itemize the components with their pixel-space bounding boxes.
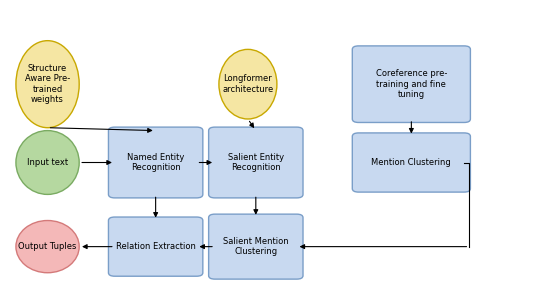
FancyBboxPatch shape (109, 127, 203, 198)
Ellipse shape (16, 41, 79, 128)
FancyBboxPatch shape (109, 217, 203, 276)
FancyBboxPatch shape (352, 133, 470, 192)
Ellipse shape (16, 221, 79, 273)
Ellipse shape (16, 131, 79, 194)
Text: Output Tuples: Output Tuples (18, 242, 77, 251)
FancyBboxPatch shape (209, 127, 303, 198)
Text: Named Entity
Recognition: Named Entity Recognition (127, 153, 185, 172)
FancyBboxPatch shape (352, 46, 470, 123)
Ellipse shape (219, 49, 277, 119)
Text: Longformer
architecture: Longformer architecture (222, 75, 273, 94)
Text: Salient Mention
Clustering: Salient Mention Clustering (223, 237, 288, 256)
Text: Input text: Input text (27, 158, 68, 167)
Text: Salient Entity
Recognition: Salient Entity Recognition (228, 153, 284, 172)
Text: Mention Clustering: Mention Clustering (371, 158, 451, 167)
Text: Relation Extraction: Relation Extraction (116, 242, 196, 251)
FancyBboxPatch shape (209, 214, 303, 279)
Text: Structure
Aware Pre-
trained
weights: Structure Aware Pre- trained weights (25, 64, 70, 104)
Text: Coreference pre-
training and fine
tuning: Coreference pre- training and fine tunin… (376, 69, 447, 99)
